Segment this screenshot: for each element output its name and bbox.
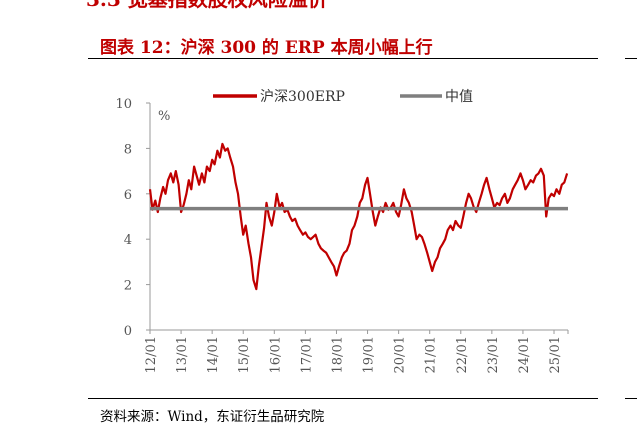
y-tick-label: 4 — [124, 233, 132, 248]
x-tick-label: 14/01 — [206, 336, 221, 373]
x-tick-label: 12/01 — [144, 336, 159, 373]
x-tick-label: 24/01 — [517, 336, 532, 373]
x-tick-label: 22/01 — [455, 336, 470, 373]
next-column-rule — [625, 58, 637, 59]
x-tick-label: 21/01 — [424, 336, 439, 373]
source-note: 资料来源：Wind，东证衍生品研究院 — [100, 409, 325, 425]
x-tick-label: 19/01 — [362, 336, 377, 373]
plot-area — [148, 142, 569, 291]
y-unit-label: % — [158, 109, 170, 124]
y-tick-label: 6 — [124, 188, 132, 203]
legend-erp-label: 沪深300ERP — [260, 89, 345, 105]
next-column-source-rule — [625, 398, 637, 399]
x-tick-label: 23/01 — [486, 336, 501, 373]
erp-series-line — [148, 142, 569, 291]
y-tick-label: 10 — [115, 97, 132, 112]
source-rule — [88, 398, 598, 399]
title-rule — [88, 58, 598, 59]
y-tick-label: 0 — [124, 324, 132, 339]
x-tick-label: 16/01 — [268, 336, 283, 373]
y-tick-label: 8 — [124, 142, 132, 157]
axes: 0 2 4 6 8 10% 12/01 13/01 14/01 15/01 16/01 17/01 18… — [115, 97, 569, 373]
figure-title: 图表 12：沪深 300 的 ERP 本周小幅上行 — [100, 38, 433, 58]
legend: 沪深300ERP 中值 — [213, 89, 473, 105]
y-tick-label: 2 — [124, 279, 132, 294]
x-tick-label: 15/01 — [237, 336, 252, 373]
x-tick-label: 13/01 — [175, 336, 190, 373]
legend-median-label: 中值 — [445, 89, 473, 105]
x-tick-label: 20/01 — [393, 336, 408, 373]
x-tick-label: 17/01 — [299, 336, 314, 373]
x-tick-label: 25/01 — [548, 336, 563, 373]
x-tick-label: 18/01 — [330, 336, 345, 373]
section-heading: 3.3 宽基指数股权风险溢价 — [86, 0, 328, 11]
